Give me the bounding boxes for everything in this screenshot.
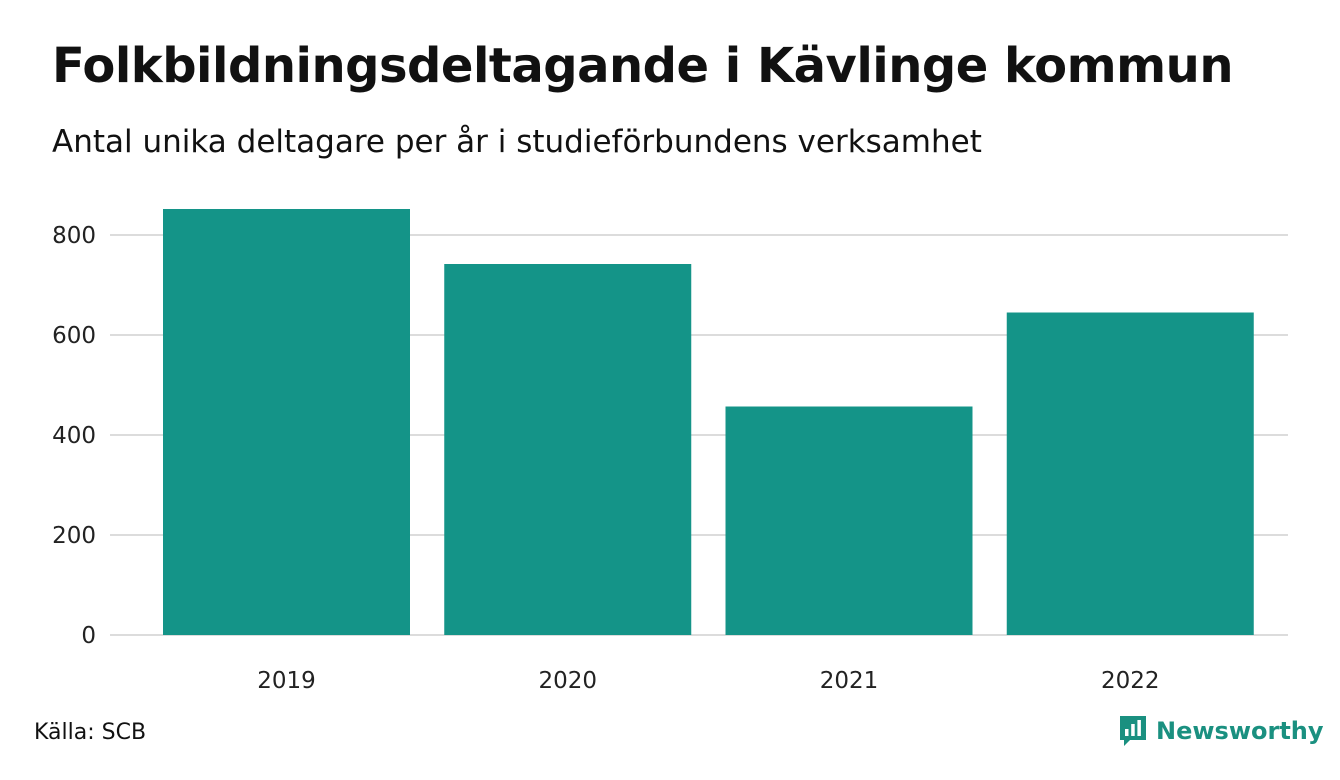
x-axis-ticks: 2019 2020 2021 2022	[257, 668, 1159, 694]
x-tick-label: 2022	[1101, 668, 1160, 694]
bar-2021	[725, 406, 973, 635]
chart-subtitle: Antal unika deltagare per år i studieför…	[52, 124, 982, 160]
newsworthy-brand-link[interactable]: Newsworthy	[1118, 714, 1324, 748]
y-tick-label: 200	[52, 523, 96, 549]
brand-name: Newsworthy	[1156, 717, 1324, 745]
y-tick-label: 800	[52, 223, 96, 249]
bar-2020	[444, 264, 692, 635]
y-tick-label: 400	[52, 423, 96, 449]
x-tick-label: 2019	[257, 668, 316, 694]
chart-title: Folkbildningsdeltagande i Kävlinge kommu…	[52, 38, 1234, 94]
bars	[163, 209, 1254, 635]
y-tick-label: 0	[81, 623, 96, 649]
x-tick-label: 2020	[538, 668, 597, 694]
bar-2022	[1006, 312, 1254, 635]
newsworthy-logo-icon	[1120, 716, 1146, 746]
bar-chart: 0 200 400 600 800 2019 2020 2021 2022	[52, 209, 1288, 694]
source-label: Källa: SCB	[34, 720, 147, 745]
x-tick-label: 2021	[820, 668, 879, 694]
y-tick-label: 600	[52, 323, 96, 349]
y-axis-ticks: 0 200 400 600 800	[52, 223, 96, 649]
bar-2019	[163, 209, 410, 635]
